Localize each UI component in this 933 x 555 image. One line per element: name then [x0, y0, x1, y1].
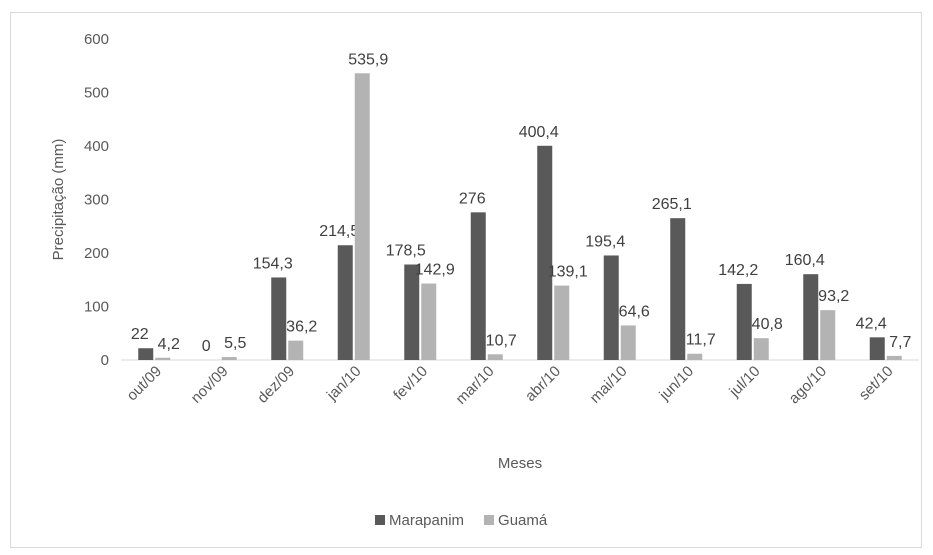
data-label-marapanim: 178,5: [386, 243, 426, 260]
bar-chart: 0 100 200 300 400 500 600 22 4,2 out/09 0 5,5 nov/09…: [50, 31, 919, 529]
bar-guamá: [820, 310, 836, 360]
bar-guamá: [354, 73, 370, 360]
x-tick-label: mar/10: [453, 363, 498, 408]
y-axis-title: Precipitação (mm): [50, 139, 67, 261]
bar-guamá: [221, 357, 237, 360]
data-label-guamá: 4,2: [158, 336, 180, 353]
data-label-marapanim: 276: [459, 190, 486, 207]
data-label-marapanim: 154,3: [253, 255, 293, 272]
bar-marapanim: [869, 337, 885, 360]
bar-guamá: [620, 325, 636, 360]
data-label-marapanim: 22: [131, 326, 149, 343]
data-label-marapanim: 0: [202, 338, 211, 355]
legend-label-marapanim: Marapanim: [389, 512, 464, 529]
x-tick-label: nov/09: [188, 363, 232, 407]
data-label-guamá: 535,9: [348, 51, 388, 68]
bar-guamá: [155, 357, 171, 360]
data-label-guamá: 10,7: [486, 332, 517, 349]
x-tick-label: ago/10: [786, 363, 830, 407]
bar-marapanim: [271, 277, 287, 360]
x-tick-label: fev/10: [390, 363, 431, 404]
bar-guamá: [487, 354, 503, 360]
data-label-guamá: 40,8: [752, 316, 783, 333]
data-label-marapanim: 195,4: [585, 233, 625, 250]
legend-label-guamá: Guamá: [498, 512, 548, 529]
x-tick-label: mai/10: [587, 363, 631, 407]
bar-guamá: [421, 283, 437, 360]
data-label-guamá: 139,1: [548, 264, 588, 281]
bar-marapanim: [337, 245, 353, 360]
data-label-guamá: 5,5: [224, 335, 246, 352]
bar-marapanim: [670, 218, 686, 360]
bar-guamá: [753, 338, 769, 360]
bar-marapanim: [470, 212, 486, 360]
bar-guamá: [687, 353, 703, 360]
data-label-guamá: 36,2: [286, 319, 317, 336]
bar-guamá: [554, 285, 570, 360]
legend-swatch-guamá: [484, 515, 495, 525]
bar-marapanim: [138, 348, 154, 360]
data-label-marapanim: 42,4: [856, 315, 887, 332]
data-label-marapanim: 265,1: [652, 196, 692, 213]
legend-swatch-marapanim: [375, 515, 385, 525]
bar-marapanim: [404, 264, 420, 360]
data-label-guamá: 64,6: [619, 303, 650, 320]
bar-marapanim: [603, 255, 619, 360]
data-label-marapanim: 214,5: [319, 223, 359, 240]
y-tick-label: 0: [101, 352, 109, 369]
y-tick-label: 600: [84, 31, 109, 48]
y-tick-label: 400: [84, 138, 109, 155]
bar-marapanim: [537, 145, 553, 360]
y-tick-label: 100: [84, 299, 109, 316]
x-tick-label: jun/10: [655, 363, 697, 405]
bar-marapanim: [736, 283, 752, 360]
data-label-marapanim: 400,4: [519, 124, 559, 141]
data-label-guamá: 7,7: [889, 334, 911, 351]
x-tick-label: jan/10: [323, 363, 365, 405]
data-label-marapanim: 160,4: [785, 252, 825, 269]
data-label-marapanim: 142,2: [718, 262, 758, 279]
data-label-guamá: 142,9: [415, 262, 455, 279]
x-tick-label: out/09: [124, 363, 166, 405]
y-tick-label: 200: [84, 245, 109, 262]
data-label-guamá: 11,7: [686, 332, 716, 349]
chart-area: 0 100 200 300 400 500 600 22 4,2 out/09 0 5,5 nov/09…: [10, 12, 922, 548]
x-tick-label: dez/09: [254, 363, 298, 407]
bar-guamá: [288, 340, 304, 360]
y-tick-label: 500: [84, 85, 109, 102]
y-tick-label: 300: [84, 192, 109, 209]
x-tick-label: abr/10: [522, 363, 564, 405]
x-axis-title: Meses: [498, 455, 542, 472]
bar-guamá: [886, 355, 902, 360]
data-label-guamá: 93,2: [818, 288, 849, 305]
x-tick-label: set/10: [856, 363, 897, 404]
x-tick-label: jul/10: [725, 363, 763, 401]
bar-marapanim: [803, 274, 819, 360]
